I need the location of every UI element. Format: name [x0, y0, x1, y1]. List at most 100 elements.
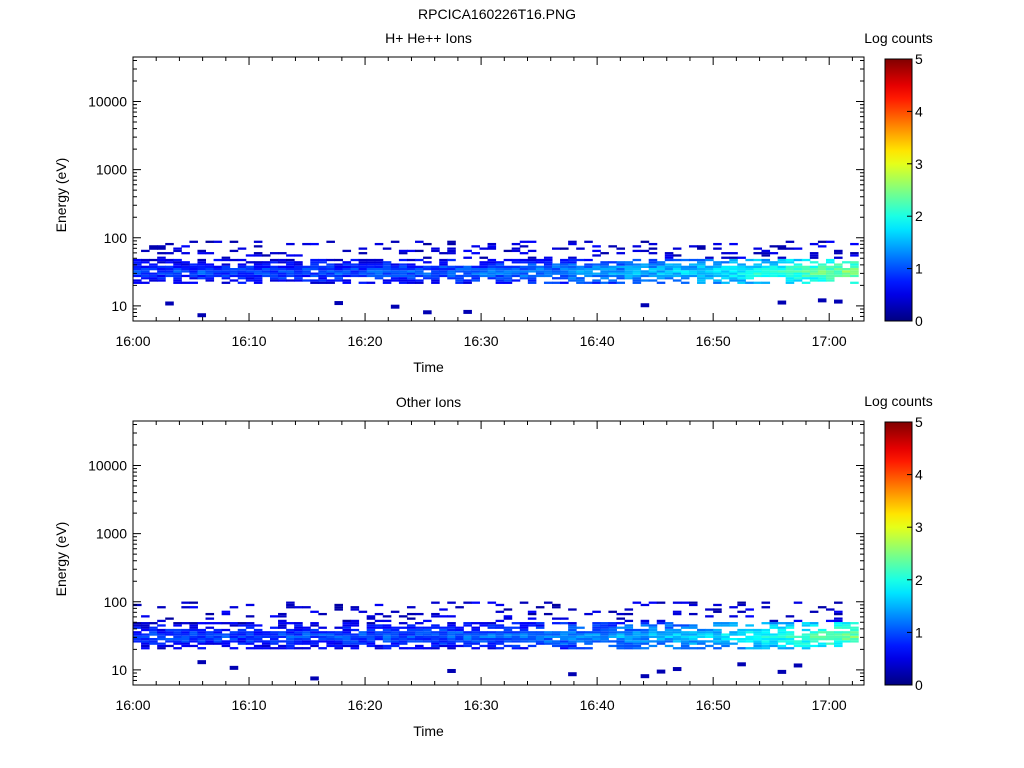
spectrogram-cell	[181, 252, 190, 255]
spectrogram-cell	[664, 265, 674, 268]
spectrogram-cell	[608, 635, 617, 638]
spectrogram-cell	[535, 265, 545, 268]
spectrogram-cell	[390, 635, 400, 638]
spectrogram-cell	[632, 277, 642, 280]
spectrogram-cell	[221, 610, 231, 613]
spectrogram-cell	[165, 301, 174, 306]
spectrogram-cell	[350, 274, 360, 278]
spectrogram-cell	[576, 258, 585, 262]
spectrogram-cell	[390, 644, 400, 648]
spectrogram-cell	[511, 640, 521, 643]
spectrogram-cell	[245, 265, 255, 268]
spectrogram-cell	[245, 642, 255, 645]
spectrogram-cell	[382, 263, 392, 266]
spectrogram-cell	[624, 267, 634, 271]
spectrogram-cell	[189, 272, 198, 275]
spectrogram-cell	[568, 240, 577, 243]
spectrogram-cell	[592, 281, 601, 284]
spectrogram-cell	[697, 633, 706, 636]
spectrogram-cell	[205, 267, 215, 271]
spectrogram-cell	[431, 631, 440, 634]
spectrogram-cell	[358, 642, 368, 645]
spectrogram-cell	[398, 642, 408, 645]
spectrogram-cell	[688, 272, 698, 275]
spectrogram-cell	[294, 279, 303, 282]
spectrogram-cell	[624, 642, 634, 645]
spectrogram-cell	[503, 258, 513, 262]
spectrogram-cell	[133, 631, 142, 634]
spectrogram-cell	[616, 637, 626, 641]
spectrogram-cell	[519, 272, 529, 275]
spectrogram-cell	[592, 263, 601, 266]
spectrogram-cell	[237, 640, 247, 643]
spectrogram-cell	[350, 263, 360, 266]
spectrogram-cell	[608, 622, 617, 625]
spectrogram-cell	[600, 635, 609, 638]
spectrogram-cell	[487, 261, 497, 264]
spectrogram-cell	[729, 279, 738, 282]
y-tick-label: 10	[111, 662, 127, 678]
spectrogram-cell	[334, 626, 344, 629]
spectrogram-cell	[261, 270, 271, 273]
spectrogram-cell	[261, 633, 271, 636]
spectrogram-cell	[753, 281, 763, 284]
spectrogram-cell	[519, 265, 529, 268]
spectrogram-cell	[584, 258, 593, 262]
spectrogram-cell	[189, 637, 198, 641]
spectrogram-cell	[471, 601, 480, 604]
spectrogram-cell	[294, 640, 303, 643]
spectrogram-cell	[656, 267, 666, 271]
spectrogram-cell	[382, 274, 392, 278]
spectrogram-cell	[737, 640, 746, 643]
spectrogram-cell	[648, 261, 658, 264]
spectrogram-cell	[487, 642, 497, 645]
spectrogram-cell	[471, 272, 480, 275]
spectrogram-cell	[439, 615, 448, 618]
spectrogram-cell	[495, 274, 505, 278]
spectrogram-cell	[503, 274, 513, 278]
spectrogram-cell	[543, 272, 553, 275]
spectrogram-cell	[785, 265, 795, 268]
spectrogram-cell	[358, 631, 368, 634]
spectrogram-cell	[342, 272, 352, 275]
spectrogram-cell	[205, 622, 215, 625]
spectrogram-cell	[809, 640, 819, 643]
spectrogram-cell	[777, 647, 787, 650]
spectrogram-cell	[141, 265, 150, 268]
spectrogram-cell	[342, 261, 352, 264]
spectrogram-cell	[737, 647, 746, 650]
spectrogram-cell	[527, 622, 537, 625]
spectrogram-cell	[608, 270, 617, 273]
spectrogram-cell	[713, 274, 722, 278]
spectrogram-cell	[729, 624, 738, 627]
spectrogram-cell	[785, 277, 795, 280]
spectrogram-cell	[197, 267, 207, 271]
spectrogram-cell	[173, 628, 182, 632]
spectrogram-cell	[463, 274, 472, 278]
spectrogram-cell	[358, 274, 368, 278]
spectrogram-cell	[769, 622, 779, 625]
spectrogram-cell	[568, 647, 577, 650]
spectrogram-cell	[286, 603, 295, 607]
spectrogram-cell	[197, 640, 207, 643]
spectrogram-cell	[189, 274, 198, 278]
x-axis-label: Time	[413, 359, 444, 375]
spectrogram-cell	[463, 272, 472, 275]
spectrogram-cell	[568, 265, 577, 268]
spectrogram-cell	[713, 633, 722, 636]
spectrogram-cell	[133, 635, 142, 638]
spectrogram-cell	[334, 279, 344, 282]
spectrogram-cell	[632, 633, 642, 636]
spectrogram-cell	[318, 626, 327, 629]
spectrogram-cell	[439, 640, 448, 643]
spectrogram-cell	[850, 631, 859, 634]
spectrogram-cell	[608, 640, 617, 643]
spectrogram-cell	[656, 637, 666, 641]
spectrogram-cell	[173, 247, 182, 250]
spectrogram-cell	[350, 267, 360, 271]
spectrogram-cell	[253, 624, 263, 627]
spectrogram-cell	[568, 642, 577, 645]
spectrogram-cell	[269, 647, 279, 650]
spectrogram-cell	[455, 281, 464, 284]
spectrogram-cell	[825, 258, 835, 262]
